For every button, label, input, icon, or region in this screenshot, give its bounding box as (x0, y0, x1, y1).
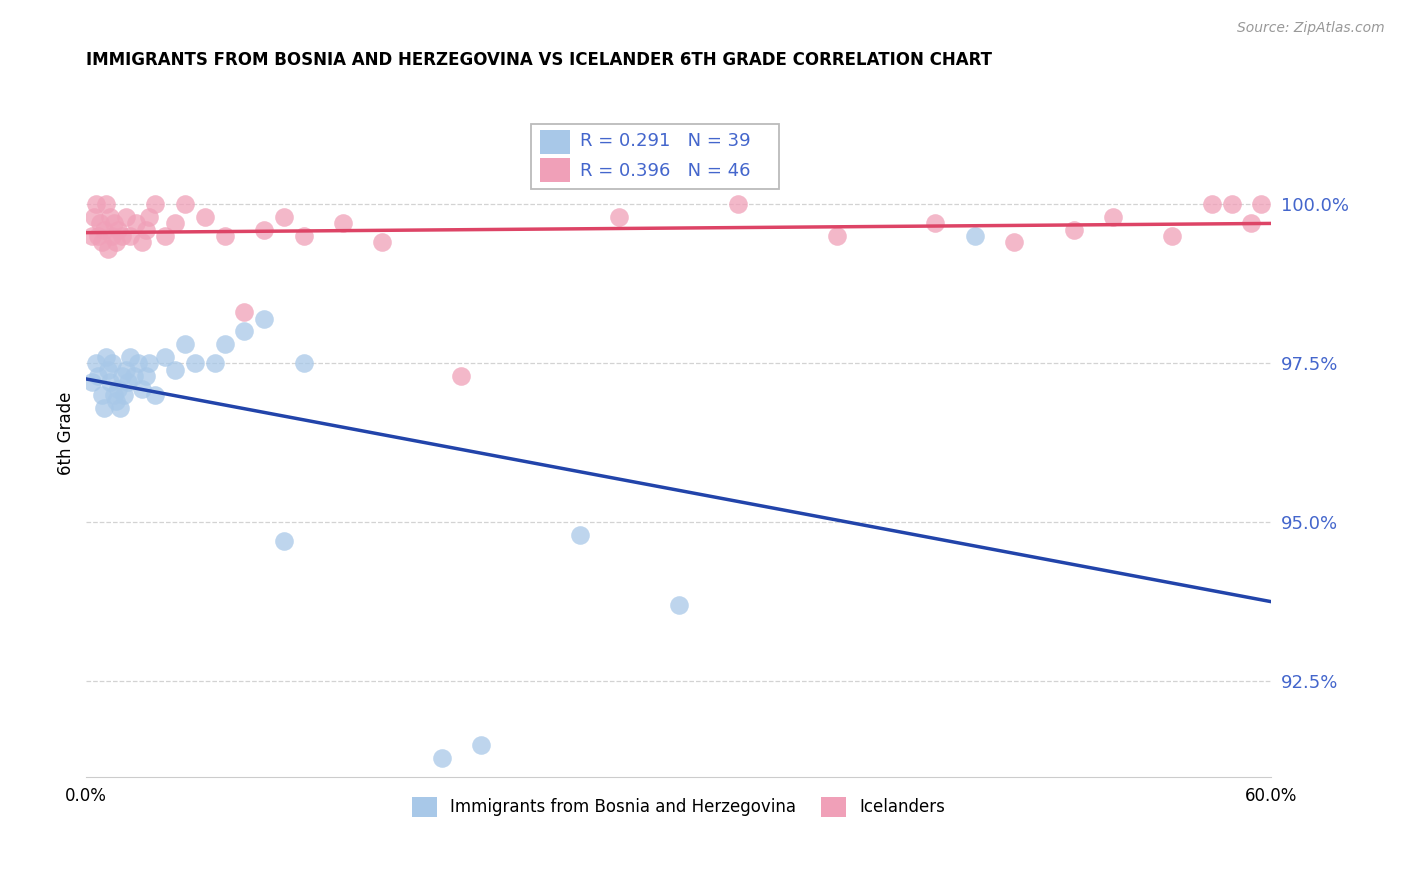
Point (93, 222, 115, 236)
Point (430, 751, 453, 765)
Point (103, 216, 125, 230)
Point (155, 350, 177, 364)
Point (273, 534, 295, 549)
Point (107, 382, 129, 396)
Point (103, 388, 125, 402)
Point (122, 369, 145, 384)
Point (117, 376, 139, 390)
Point (194, 210, 217, 224)
Point (94, 350, 117, 364)
Point (98, 376, 121, 390)
Point (82, 229, 104, 244)
Point (87, 369, 110, 384)
Text: R = 0.291   N = 39: R = 0.291 N = 39 (581, 131, 751, 150)
Point (273, 210, 295, 224)
FancyBboxPatch shape (540, 159, 569, 183)
Point (135, 369, 157, 384)
Point (292, 229, 315, 244)
Point (214, 337, 236, 351)
Point (145, 197, 167, 211)
Point (1102, 210, 1125, 224)
Point (1220, 197, 1243, 211)
Point (107, 222, 129, 236)
Point (253, 222, 276, 236)
Point (118, 229, 141, 244)
Point (253, 311, 276, 326)
Point (214, 229, 236, 244)
Point (114, 210, 136, 224)
Point (165, 362, 187, 376)
Point (1201, 197, 1223, 211)
Point (108, 401, 131, 415)
Point (112, 388, 135, 402)
Point (1002, 235, 1025, 250)
Point (87, 229, 110, 244)
Point (145, 388, 167, 402)
Point (84, 356, 107, 370)
FancyBboxPatch shape (540, 129, 569, 153)
Point (89, 216, 111, 230)
Point (84, 197, 107, 211)
Point (371, 235, 394, 250)
Point (174, 337, 197, 351)
Point (114, 362, 136, 376)
Point (1161, 229, 1184, 244)
Point (131, 382, 153, 396)
Point (83, 210, 105, 224)
Point (204, 356, 226, 370)
Point (127, 356, 149, 370)
Point (233, 325, 256, 339)
Point (165, 216, 187, 230)
Point (101, 229, 124, 244)
Point (138, 356, 160, 370)
Point (470, 738, 492, 752)
Point (1240, 216, 1263, 230)
Point (174, 197, 197, 211)
Point (98, 210, 121, 224)
Point (131, 235, 153, 250)
Point (963, 229, 986, 244)
Point (155, 229, 177, 244)
Point (292, 356, 315, 370)
Y-axis label: 6th Grade: 6th Grade (58, 392, 75, 475)
Point (668, 598, 690, 612)
Point (93, 401, 115, 415)
Point (924, 216, 946, 230)
Point (91, 235, 114, 250)
Point (184, 356, 207, 370)
Point (97, 362, 120, 376)
Point (1063, 222, 1085, 236)
Point (332, 216, 354, 230)
Point (233, 305, 256, 319)
Point (135, 222, 157, 236)
Point (568, 528, 591, 542)
Legend: Immigrants from Bosnia and Herzegovina, Icelanders: Immigrants from Bosnia and Herzegovina, … (405, 789, 952, 823)
Point (104, 235, 127, 250)
Point (101, 356, 124, 370)
Point (118, 350, 141, 364)
Point (1250, 197, 1272, 211)
Text: IMMIGRANTS FROM BOSNIA AND HERZEGOVINA VS ICELANDER 6TH GRADE CORRELATION CHART: IMMIGRANTS FROM BOSNIA AND HERZEGOVINA V… (86, 51, 993, 69)
Point (727, 197, 749, 211)
Point (111, 229, 134, 244)
Point (97, 242, 120, 256)
Point (94, 197, 117, 211)
Point (124, 216, 146, 230)
Point (825, 229, 848, 244)
Point (82, 376, 104, 390)
FancyBboxPatch shape (530, 124, 779, 189)
Point (104, 394, 127, 409)
Point (138, 210, 160, 224)
Point (609, 210, 631, 224)
Point (91, 388, 114, 402)
Text: Source: ZipAtlas.com: Source: ZipAtlas.com (1237, 21, 1385, 35)
Text: R = 0.396   N = 46: R = 0.396 N = 46 (581, 161, 751, 180)
Point (450, 369, 472, 384)
Point (111, 369, 134, 384)
